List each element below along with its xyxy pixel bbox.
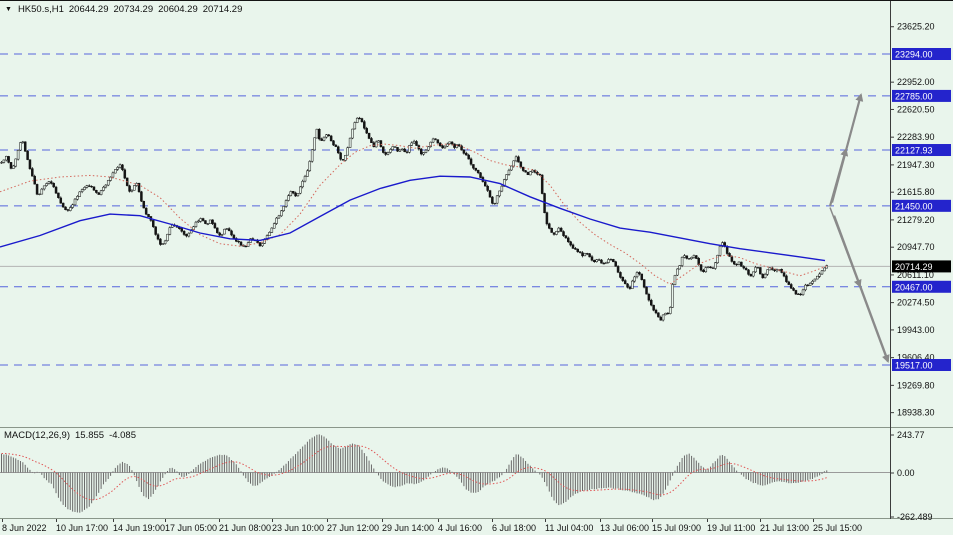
time-axis-label: 19 Jul 11:00 [707,523,755,533]
ma-slow-line [0,175,826,262]
price-level-badge-label: 19517.00 [895,361,933,371]
time-axis-label: 27 Jun 12:00 [327,523,379,533]
price-level-badge-label: 22785.00 [895,91,933,101]
price-level-badge [892,359,951,371]
price-tick-label: 19269.80 [897,380,935,390]
macd-axis-label: -262.489 [897,512,933,522]
time-axis-label: 21 Jul 13:00 [760,523,809,533]
time-axis-label: 15 Jul 09:00 [652,523,701,533]
time-axis-label: 25 Jul 15:00 [813,523,862,533]
pane-separators [0,1,953,519]
price-tick-label: 20947.70 [897,242,935,252]
candlesticks [0,116,828,322]
macd-axis-label: 0.00 [897,468,915,478]
time-axis-label: 10 Jun 17:00 [56,523,108,533]
current-price-badge [892,260,951,273]
price-level-badge-label: 22127.93 [895,146,933,156]
macd-name: MACD(12,26,9) [4,430,70,441]
price-level-badge [892,144,951,157]
price-level-badge [892,89,951,102]
price-tick-label: 22283.90 [897,132,935,142]
time-axis-label: 21 Jun 08:00 [219,523,271,533]
time-axis-label: 23 Jun 10:00 [272,523,324,533]
macd-histogram [1,434,828,513]
ohlc-low: 20604.29 [158,4,198,15]
price-level-badge-label: 20467.00 [895,282,933,292]
ohlc-close: 20714.29 [202,4,243,15]
macd-indicator-label: MACD(12,26,9) 15.855 -4.085 [4,430,136,441]
price-level-badge-label: 23294.00 [895,50,933,60]
time-axis[interactable]: 8 Jun 2022 10 Jun 17:00 14 Jun 19:00 17 Jun… [2,519,862,533]
time-axis-label: 14 Jun 19:00 [113,523,165,533]
price-tick-label: 20274.50 [897,298,935,308]
ohlc-high: 20734.29 [113,4,154,15]
price-tick-label: 22620.50 [897,104,935,114]
price-tick-label: 21615.80 [897,187,935,197]
price-tick-label: 19943.00 [897,325,935,335]
macd-signal-line [1,445,827,501]
ohlc-open: 20644.29 [68,4,109,15]
time-axis-label: 17 Jun 05:00 [165,523,217,533]
time-axis-label: 4 Jul 16:00 [438,523,482,533]
price-level-badge [892,280,951,293]
time-axis-label: 11 Jul 04:00 [545,523,593,533]
price-tick-label: 20611.10 [897,270,934,280]
price-tick-label: 18938.30 [897,408,935,418]
macd-axis-label: 243.77 [897,430,925,440]
price-level-badges: 23294.00 22785.00 22127.93 21450.00 20467.00… [892,48,951,371]
price-tick-label: 22952.00 [897,77,935,87]
price-level-badge [892,199,951,212]
current-price-badge-label: 20714.29 [895,262,933,272]
price-level-lines [0,53,890,366]
price-tick-label: 21947.30 [897,160,935,170]
price-tick-label: 21279.20 [897,215,935,225]
price-tick-label: 19606.40 [897,353,935,363]
price-axis[interactable]: 23625.20 22952.00 22620.50 22283.90 21947.30… [890,22,935,418]
chart-title: ▼ HK50.s,H1 20644.29 20734.29 20604.29 2… [5,4,242,15]
symbol-timeframe-label: HK50.s,H1 [17,4,64,15]
time-axis-label: 8 Jun 2022 [2,523,47,533]
symbol-dropdown-icon[interactable]: ▼ [5,6,12,13]
macd-signal-value: -4.085 [109,430,136,441]
time-axis-label: 29 Jun 14:00 [382,523,434,533]
macd-main-value: 15.855 [75,430,105,441]
price-level-badge [892,48,951,60]
trend-arrows [828,93,890,363]
time-axis-label: 6 Jul 18:00 [492,523,536,533]
macd-axis: 243.77 0.00 -262.489 [890,430,933,522]
ma-fast-line [0,143,828,285]
price-tick-label: 23625.20 [897,22,935,32]
price-level-badge-label: 21450.00 [895,201,933,211]
time-axis-label: 13 Jul 06:00 [600,523,649,533]
